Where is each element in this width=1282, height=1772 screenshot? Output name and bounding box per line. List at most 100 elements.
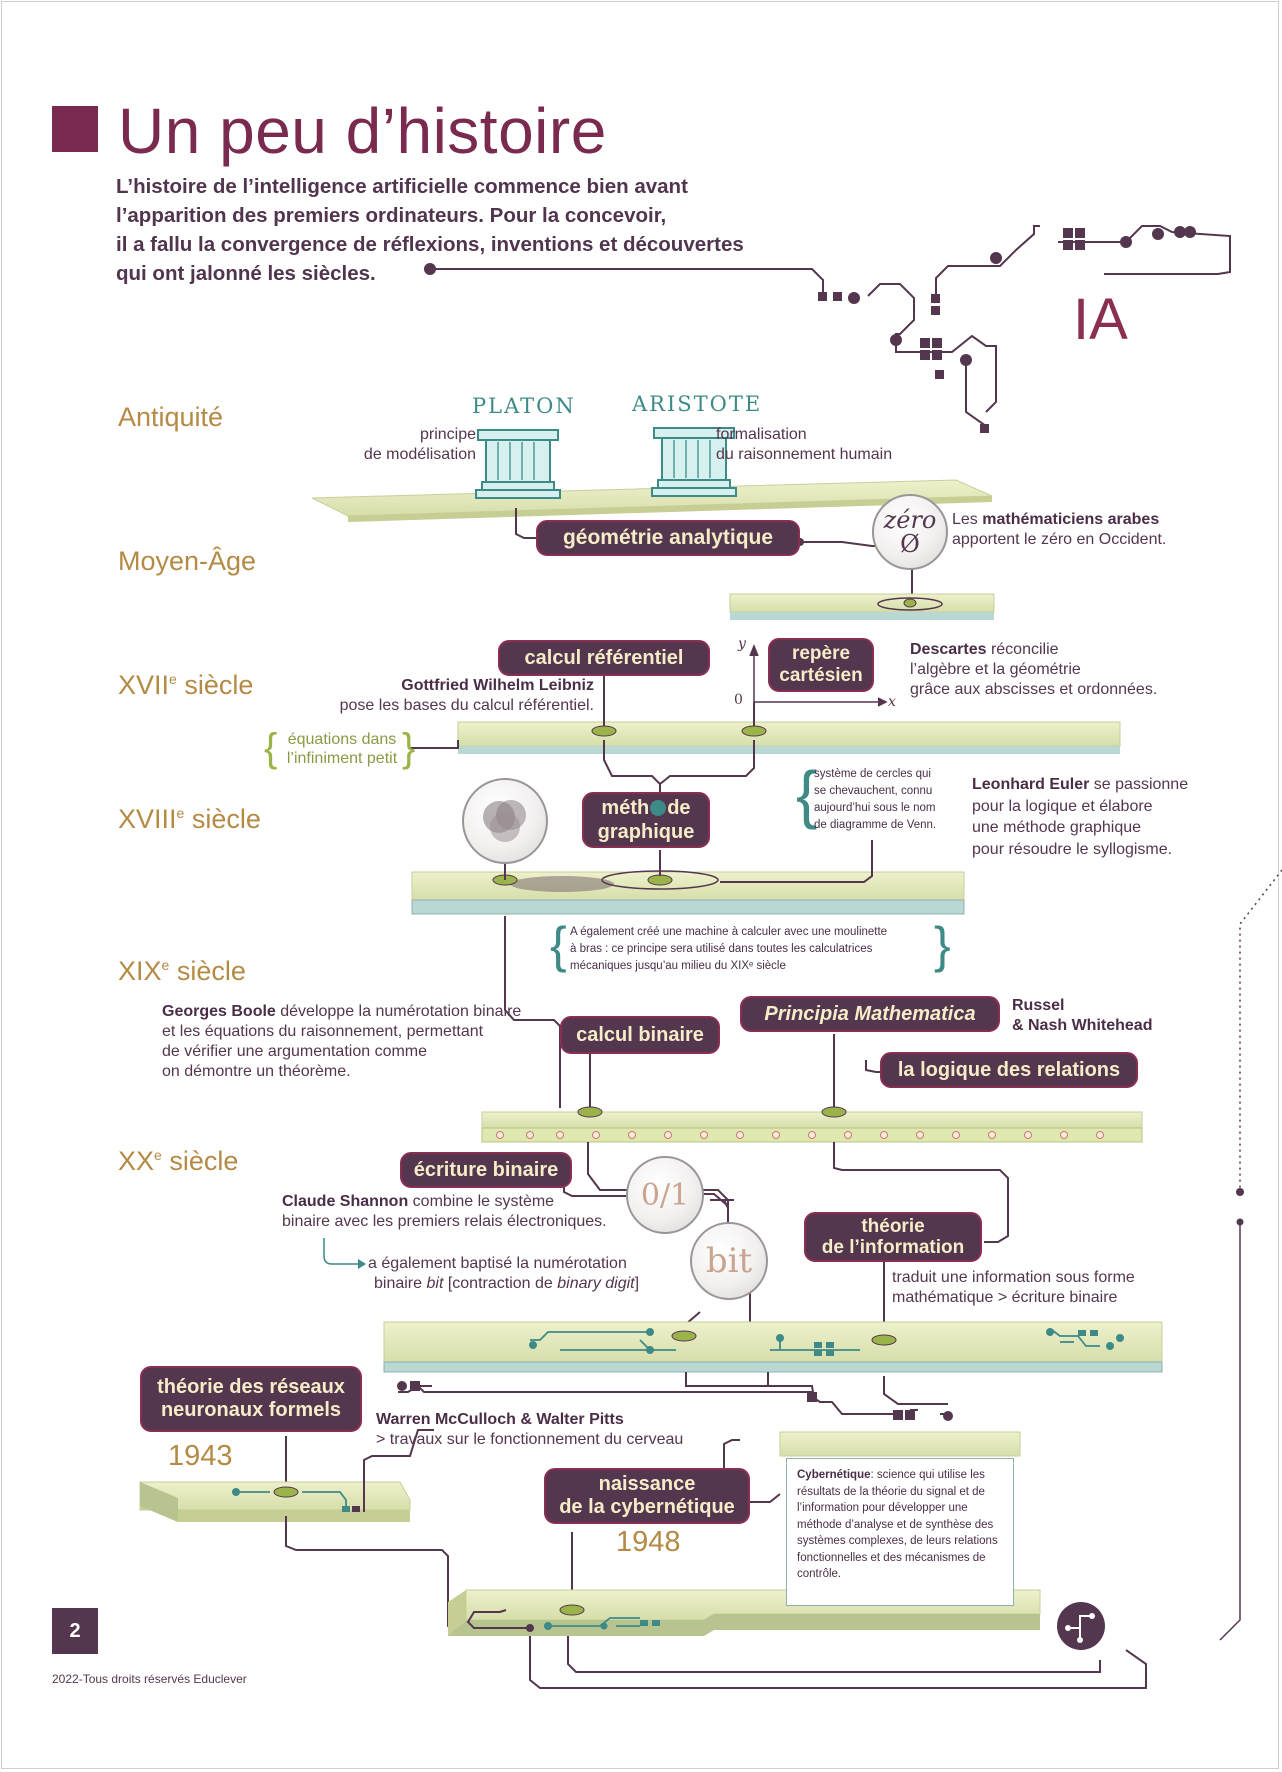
dot-icon bbox=[650, 800, 667, 816]
text-line: de diagramme de Venn. bbox=[814, 819, 937, 831]
platon-label: PLATON bbox=[472, 394, 576, 418]
methode-graphique-pill: méth de graphique bbox=[582, 792, 710, 848]
repere-cartesien-pill: repère cartésien bbox=[768, 638, 874, 692]
period-sup: e bbox=[154, 1147, 162, 1163]
page-number: 2 bbox=[52, 1608, 98, 1654]
machine-note: A également créé une machine à calculer … bbox=[570, 924, 887, 975]
text-italic: bit bbox=[426, 1275, 444, 1292]
russel-text: Russel & Nash Whitehead bbox=[1012, 996, 1152, 1036]
text-line: et les équations du raisonnement, permet… bbox=[162, 1023, 484, 1040]
period-siecle: siècle bbox=[184, 804, 261, 834]
zero-word: zéro bbox=[883, 506, 937, 534]
shannon-text: Claude Shannon combine le système binair… bbox=[282, 1192, 607, 1232]
text-span: ] bbox=[634, 1275, 640, 1292]
pill-line: théorie des réseaux bbox=[157, 1376, 345, 1398]
text-line: pose les bases du calcul référentiel. bbox=[339, 697, 594, 714]
text-line: Les mathématiciens arabes bbox=[952, 510, 1166, 530]
zero-circle: zéro Ø bbox=[872, 494, 948, 570]
period-roman: XIX bbox=[118, 956, 162, 986]
text-line: l’algèbre et la géométrie bbox=[910, 661, 1081, 678]
text-line: > travaux sur le fonctionnement du cerve… bbox=[376, 1431, 684, 1448]
axis-x-label: x bbox=[888, 694, 896, 710]
cybernetique-definition: Cybernétique: science qui utilise les ré… bbox=[786, 1458, 1014, 1606]
text-line: grâce aux abscisses et ordonnées. bbox=[910, 681, 1158, 698]
text-span: se passionne bbox=[1089, 776, 1189, 793]
text-line: binaire avec les premiers relais électro… bbox=[282, 1213, 607, 1230]
platon-desc: principe de modélisation bbox=[354, 425, 476, 465]
text-span: combine le système bbox=[408, 1193, 555, 1210]
title-square bbox=[52, 106, 98, 152]
period-siecle: siècle bbox=[169, 956, 246, 986]
zero-one-text: 0/1 bbox=[640, 1177, 690, 1213]
descartes-text: Descartes réconcilie l’algèbre et la géo… bbox=[910, 640, 1157, 700]
cyber-term: Cybernétique bbox=[797, 1469, 871, 1481]
zero-glyph: Ø bbox=[900, 530, 920, 558]
logique-relations-pill: la logique des relations bbox=[880, 1052, 1138, 1088]
text-line: on démontre un théorème. bbox=[162, 1063, 351, 1080]
boole-text: Georges Boole développe la numérotation … bbox=[162, 1002, 521, 1082]
venn-brace: { bbox=[796, 758, 818, 830]
text-span: développe la numérotation binaire bbox=[275, 1003, 522, 1020]
machine-brace-left: { bbox=[550, 917, 567, 973]
text-line: binaire bit [contraction de binary digit… bbox=[368, 1274, 639, 1294]
text-line: aujourd’hui sous le nom bbox=[814, 802, 936, 814]
boole-name: Georges Boole bbox=[162, 1003, 276, 1020]
circuit-line bbox=[1058, 225, 1231, 275]
euler-text: Leonhard Euler se passionne pour la logi… bbox=[972, 774, 1188, 860]
period-xix: XIXe siècle bbox=[118, 956, 246, 987]
mcculloch-name: Warren McCulloch & Walter Pitts bbox=[376, 1411, 624, 1428]
text-span: Les bbox=[952, 511, 983, 528]
period-siecle: siècle bbox=[176, 670, 254, 700]
text-line: mécaniques jusqu’au milieu du XIXᵉ siècl… bbox=[570, 960, 786, 972]
text-line: équations dans bbox=[287, 731, 397, 748]
axis-zero-label: 0 bbox=[734, 692, 743, 708]
bit-text: bit bbox=[705, 1241, 753, 1281]
text-line: a également baptisé la numérotation bbox=[368, 1255, 627, 1272]
venn-note: système de cercles qui se chevauchent, c… bbox=[814, 766, 936, 834]
pill-word: de bbox=[667, 797, 691, 819]
period-siecle: siècle bbox=[161, 1146, 239, 1176]
text-line: de vérifier une argumentation comme bbox=[162, 1043, 428, 1060]
pill-line: théorie bbox=[861, 1216, 925, 1237]
text-line: une méthode graphique bbox=[972, 819, 1142, 836]
intro-line: il a fallu la convergence de réflexions,… bbox=[116, 233, 744, 256]
theorie-information-pill: théorie de l’information bbox=[804, 1212, 982, 1262]
circuit-line bbox=[965, 364, 987, 430]
shannon-name: Claude Shannon bbox=[282, 1193, 409, 1210]
year-1948: 1948 bbox=[616, 1526, 681, 1558]
circuit-line bbox=[430, 268, 824, 296]
text-line: à bras : ce principe sera utilisé dans t… bbox=[570, 943, 873, 955]
zero-one-circle: 0/1 bbox=[626, 1156, 704, 1234]
page-title: Un peu d’histoire bbox=[118, 95, 607, 167]
period-sup: e bbox=[169, 671, 177, 687]
axis-y-label: y bbox=[738, 636, 746, 652]
text-line: pour la logique et élabore bbox=[972, 797, 1153, 815]
text-bold: mathématiciens arabes bbox=[982, 511, 1160, 528]
pill-line: naissance bbox=[598, 1473, 696, 1495]
text-line: mathématique > écriture binaire bbox=[892, 1289, 1118, 1306]
pill-line: graphique bbox=[597, 821, 695, 843]
text-line: pour résoudre le syllogisme. bbox=[972, 840, 1173, 858]
bit-circle: bit bbox=[690, 1222, 768, 1300]
text-line: l’infiniment petit bbox=[286, 750, 398, 767]
aristote-desc: formalisation du raisonnement humain bbox=[716, 425, 892, 465]
ecriture-binaire-pill: écriture binaire bbox=[400, 1152, 572, 1188]
circuit-line bbox=[867, 283, 915, 346]
pill-line: neuronaux formels bbox=[160, 1399, 342, 1421]
pill-line: méth de bbox=[601, 796, 690, 820]
intro-line: qui ont jalonné les siècles. bbox=[116, 262, 376, 285]
leibniz-name: Gottfried Wilhelm Leibniz bbox=[401, 677, 594, 694]
period-xvii: XVIIe siècle bbox=[118, 670, 253, 701]
text-bold: & Nash Whitehead bbox=[1012, 1017, 1153, 1034]
text-line: système de cercles qui bbox=[814, 768, 931, 780]
mcculloch-text: Warren McCulloch & Walter Pitts > travau… bbox=[376, 1410, 683, 1450]
pill-line: repère bbox=[791, 643, 851, 664]
period-antiquite: Antiquité bbox=[118, 402, 224, 432]
aristote-label: ARISTOTE bbox=[632, 392, 763, 416]
period-roman: XVII bbox=[118, 670, 170, 700]
cybernetique-pill: naissance de la cybernétique bbox=[544, 1468, 750, 1524]
text-line: traduit une information sous forme bbox=[892, 1269, 1135, 1286]
